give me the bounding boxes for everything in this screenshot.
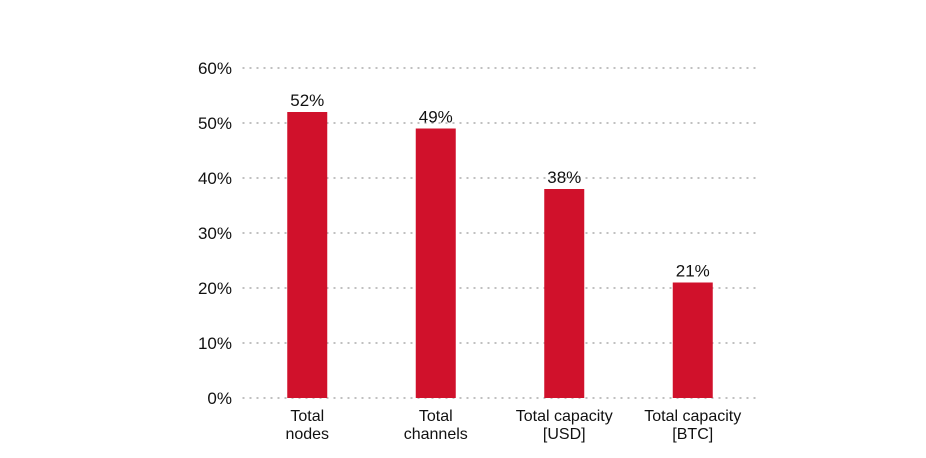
x-tick-label-line: Total bbox=[290, 408, 324, 425]
data-label: 52% bbox=[290, 91, 324, 110]
data-label: 21% bbox=[676, 262, 710, 281]
x-tick-label-line: Total capacity bbox=[644, 408, 741, 425]
data-label: 49% bbox=[419, 108, 453, 127]
bar-3 bbox=[672, 282, 713, 398]
y-axis-tick-labels: 0% 10% 20% 30% 40% 50% 60% bbox=[198, 59, 232, 408]
x-tick-label-line: [USD] bbox=[543, 426, 586, 443]
x-tick-label-line: channels bbox=[404, 426, 468, 443]
y-tick-label: 50% bbox=[198, 114, 232, 133]
data-label: 38% bbox=[547, 168, 581, 187]
data-labels: 52% 49% 38% 21% bbox=[290, 91, 710, 281]
x-tick-label-line: nodes bbox=[285, 426, 329, 443]
y-tick-label: 60% bbox=[198, 59, 232, 78]
y-tick-label: 40% bbox=[198, 169, 232, 188]
x-tick-label: Total capacity[USD] bbox=[516, 408, 613, 443]
y-tick-label: 0% bbox=[207, 389, 232, 408]
x-tick-label: Total capacity[BTC] bbox=[644, 408, 741, 443]
bars bbox=[287, 112, 713, 398]
gridlines bbox=[242, 67, 761, 399]
bar-1 bbox=[415, 128, 456, 398]
x-tick-label-line: [BTC] bbox=[672, 426, 713, 443]
x-tick-label-line: Total bbox=[419, 408, 453, 425]
y-tick-label: 30% bbox=[198, 224, 232, 243]
y-tick-label: 20% bbox=[198, 279, 232, 298]
y-tick-label: 10% bbox=[198, 334, 232, 353]
x-tick-label-line: Total capacity bbox=[516, 408, 613, 425]
bar-0 bbox=[287, 112, 328, 398]
bar-2 bbox=[544, 189, 585, 398]
